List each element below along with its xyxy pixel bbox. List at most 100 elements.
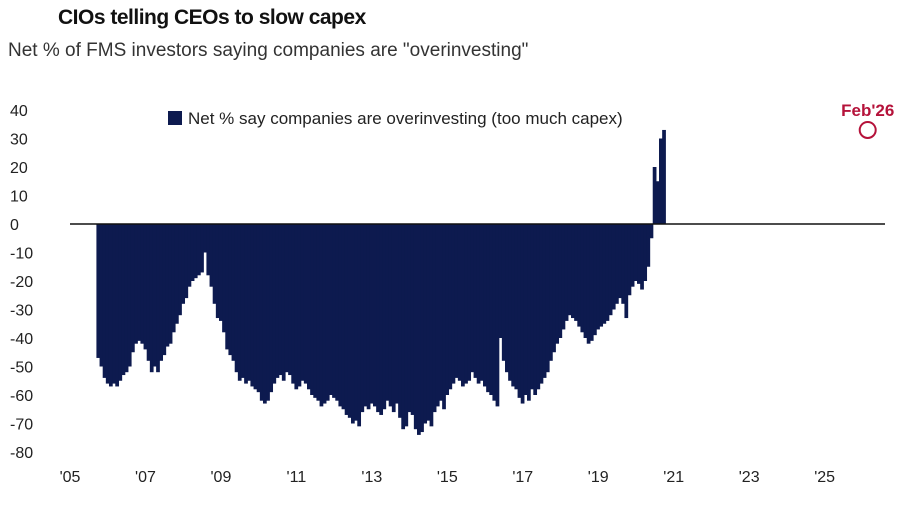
bar xyxy=(420,224,424,433)
x-tick-label: '21 xyxy=(663,469,684,486)
bar xyxy=(259,224,264,401)
bar xyxy=(130,224,135,353)
y-tick-label: -70 xyxy=(10,417,33,434)
bar xyxy=(307,224,311,390)
bar xyxy=(659,138,663,224)
bar xyxy=(486,224,490,393)
bar xyxy=(564,224,569,321)
bar xyxy=(206,224,211,276)
bar xyxy=(611,224,616,310)
x-tick-label: '15 xyxy=(437,469,458,486)
bar xyxy=(545,224,550,373)
bar xyxy=(649,224,654,239)
bar xyxy=(410,224,415,415)
bar xyxy=(624,224,629,319)
bar xyxy=(357,224,362,427)
bar xyxy=(571,224,575,319)
bar xyxy=(586,224,591,344)
x-tick-label: '19 xyxy=(588,469,609,486)
bar xyxy=(281,224,286,381)
bar xyxy=(225,224,230,350)
bar-series xyxy=(96,129,666,435)
bar xyxy=(489,224,494,395)
bar xyxy=(193,224,198,279)
bar xyxy=(467,224,472,381)
bar xyxy=(335,224,340,401)
bar xyxy=(505,224,509,373)
bar xyxy=(96,224,101,358)
bar xyxy=(347,224,352,418)
bar xyxy=(520,224,525,404)
bar xyxy=(413,224,418,430)
bar xyxy=(174,224,179,324)
bar xyxy=(291,224,296,384)
bar xyxy=(115,224,120,387)
bar xyxy=(536,224,541,390)
bar xyxy=(240,224,245,378)
bar xyxy=(596,224,600,330)
bar xyxy=(121,224,126,376)
bar xyxy=(599,224,604,327)
x-tick-label: '09 xyxy=(210,469,231,486)
bar xyxy=(300,224,305,381)
bar xyxy=(184,224,189,299)
bar xyxy=(266,224,270,401)
bar xyxy=(187,224,192,287)
bar xyxy=(363,224,368,407)
bar xyxy=(99,224,104,367)
bar xyxy=(137,224,142,341)
bar xyxy=(360,224,365,413)
bar xyxy=(627,224,632,296)
bar xyxy=(178,224,182,316)
bar xyxy=(492,224,497,401)
bar xyxy=(461,224,465,387)
bar xyxy=(234,224,239,373)
bar xyxy=(435,224,440,407)
y-tick-label: -50 xyxy=(10,360,33,377)
bar xyxy=(162,224,167,356)
bar xyxy=(212,224,217,304)
bar xyxy=(640,224,644,290)
x-tick-label: '23 xyxy=(739,469,760,486)
bar xyxy=(407,224,412,413)
bar xyxy=(495,224,500,407)
bar xyxy=(250,224,255,387)
bar xyxy=(508,224,512,381)
bar xyxy=(417,224,421,435)
bar xyxy=(149,224,154,373)
bar xyxy=(338,224,343,407)
bar xyxy=(351,224,355,424)
bar xyxy=(313,224,318,398)
bar xyxy=(533,224,538,395)
bar xyxy=(253,224,258,390)
bar xyxy=(244,224,248,384)
bar xyxy=(439,224,443,401)
bar xyxy=(451,224,456,384)
y-tick-label: 10 xyxy=(10,189,28,206)
bar xyxy=(140,224,145,344)
bar xyxy=(165,224,170,347)
bar xyxy=(262,224,267,404)
bar xyxy=(209,224,214,287)
y-axis: 40 30 20 10 0 -10 -20 -30 -40 -50 -60 -70 -80 xyxy=(10,103,33,462)
bar xyxy=(549,224,553,361)
x-tick-label: '13 xyxy=(361,469,382,486)
bar xyxy=(373,224,377,407)
legend-swatch xyxy=(168,111,182,125)
bar xyxy=(514,224,519,390)
y-tick-label: 0 xyxy=(10,217,19,234)
bar xyxy=(256,224,261,393)
bar xyxy=(498,224,503,338)
bar xyxy=(511,224,516,387)
bar xyxy=(322,224,327,404)
bar xyxy=(379,224,384,415)
bar xyxy=(272,224,277,384)
bar xyxy=(633,224,638,281)
annotation-label: Feb'26 xyxy=(841,101,894,120)
bar xyxy=(237,224,242,381)
y-tick-label: -60 xyxy=(10,388,33,405)
bar xyxy=(215,224,220,319)
feb26-annotation: Feb'26 xyxy=(841,101,894,139)
x-tick-label: '25 xyxy=(814,469,835,486)
bar xyxy=(637,224,641,284)
